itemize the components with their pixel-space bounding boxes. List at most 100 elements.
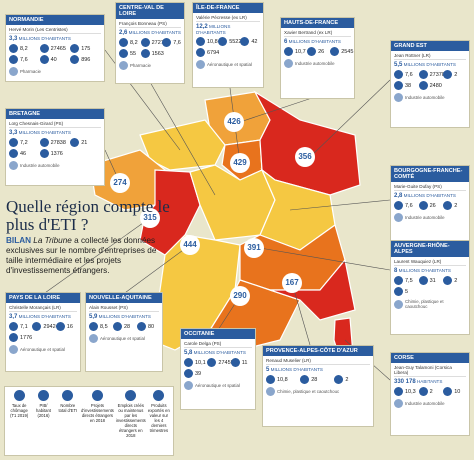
stat-value: 8,2 xyxy=(130,39,138,46)
population-unit: HABITANTS xyxy=(416,379,443,384)
stat-icon xyxy=(240,37,250,46)
population-unit: MILLIONS D'HABITANTS xyxy=(18,314,71,319)
stat-icon xyxy=(330,47,340,56)
population: 3,3 MILLIONS D'HABITANTS xyxy=(9,36,101,42)
population-unit: MILLIONS D'HABITANTS xyxy=(98,314,151,319)
region-name: Normandie xyxy=(6,15,104,25)
stat-icon xyxy=(394,287,403,296)
stat-value: 2 xyxy=(454,202,458,209)
stat-icon xyxy=(89,322,98,331)
stat-icon xyxy=(334,375,344,384)
stat: 39 xyxy=(184,369,204,378)
stat: 46 xyxy=(9,149,37,158)
stat: 27459 xyxy=(207,358,234,367)
stat-value: 7,1 xyxy=(20,323,28,330)
stat: 27838 xyxy=(39,138,68,147)
stat: 1376 xyxy=(39,149,68,158)
title: Quelle région compte le plus d'ETI ? xyxy=(6,197,170,234)
legend-icon xyxy=(13,390,25,401)
stat-value: 31 xyxy=(429,277,436,284)
region-card: Pays de la Loire Christelle Morançais (LR… xyxy=(5,292,81,372)
region-name: Centre-Val de Loire xyxy=(116,3,184,19)
stat-icon xyxy=(70,138,80,147)
sector-text: Industrie automobile xyxy=(295,61,335,66)
eti-count: 290 xyxy=(233,291,247,300)
sector-note: Industrie automobile xyxy=(284,59,351,68)
intro-text: a collecté les données exclusives sur le… xyxy=(6,236,157,275)
stat: 10 xyxy=(443,387,465,396)
stat-icon xyxy=(184,358,193,367)
population-value: 12,2 xyxy=(196,24,208,30)
region-name: Provence-Alpes-Côte d'Azur xyxy=(263,346,373,356)
stat-value: 2480 xyxy=(429,82,442,89)
stat: 28 xyxy=(300,375,331,384)
president: Jean Rottner (LR) xyxy=(394,53,466,60)
stat: 21 xyxy=(70,138,98,147)
population-value: 3,7 xyxy=(9,314,18,320)
region-card: Île-de-France Valérie Pécresse (ex LR) 12,… xyxy=(192,2,264,88)
stat-icon xyxy=(418,201,428,210)
stat: 7,6 xyxy=(394,70,416,79)
population: 5 MILLIONS D'HABITANTS xyxy=(266,367,370,373)
sector-text: Aéronautique et spatial xyxy=(195,383,240,388)
stat: 7,6 xyxy=(394,201,416,210)
stat-value: 2 xyxy=(454,277,458,284)
stat-icon xyxy=(443,70,453,79)
stat-value: 8,2 xyxy=(20,45,28,52)
sector-icon xyxy=(9,161,18,170)
stat-value: 10,8 xyxy=(277,376,288,383)
president: François Bonneau (PS) xyxy=(119,21,181,28)
connector xyxy=(149,81,216,196)
stat-icon xyxy=(266,375,275,384)
stat-value: 7,5 xyxy=(405,277,413,284)
stat: 28 xyxy=(113,322,134,331)
stat: 8,5 xyxy=(89,322,110,331)
sector-text: Aéronautique et spatial xyxy=(207,62,252,67)
stat-icon xyxy=(196,48,205,57)
population: 330 178 HABITANTS xyxy=(394,379,466,385)
sector-icon xyxy=(119,61,128,70)
stat: 2 xyxy=(443,201,465,210)
region-name: Nouvelle-Aquitaine xyxy=(86,293,162,303)
stat-icon xyxy=(418,81,428,90)
stat-value: 10,8 xyxy=(207,38,218,45)
stat: 11 xyxy=(230,358,251,367)
connector xyxy=(309,79,391,158)
region-name: Occitanie xyxy=(181,329,255,339)
stat: 2480 xyxy=(418,81,442,90)
sector-text: Industrie automobile xyxy=(20,163,60,168)
stat-icon xyxy=(9,333,18,342)
legend-icon xyxy=(91,390,103,401)
stat-value: 55227 xyxy=(229,38,245,45)
stat-icon xyxy=(39,149,49,158)
stat: 31 xyxy=(418,276,441,285)
stat-value: 6794 xyxy=(207,49,220,56)
stat-icon xyxy=(196,37,205,46)
stat-icon xyxy=(39,138,49,147)
region-card: Nouvelle-Aquitaine Alain Rousset (PS) 5,9 … xyxy=(85,292,163,372)
stat-icon xyxy=(39,55,49,64)
stat-value: 8,5 xyxy=(100,323,108,330)
stat: 26 xyxy=(418,201,441,210)
sector-icon xyxy=(196,60,205,69)
stat-icon xyxy=(32,322,42,331)
connector xyxy=(41,217,151,296)
population: 5,8 MILLIONS D'HABITANTS xyxy=(184,350,252,356)
stat-value: 27459 xyxy=(218,359,234,366)
eti-badge xyxy=(140,208,160,228)
population: 12,2 MILLIONS D'HABITANTS xyxy=(196,24,260,35)
legend-icon xyxy=(62,390,74,401)
stats: 7,6 26 2 xyxy=(394,201,466,210)
stat: 42 xyxy=(240,37,259,46)
region-card: Grand Est Jean Rottner (LR) 5,5 MILLIONS D… xyxy=(390,40,470,128)
stat-value: 27378 xyxy=(429,71,445,78)
sector-icon xyxy=(394,299,403,309)
president: Renaud Muselier (LR) xyxy=(266,358,370,365)
population-unit: MILLIONS D'HABITANTS xyxy=(193,350,246,355)
sector-icon xyxy=(89,334,98,343)
stats: 8,2 27465 175 7,6 40 896 xyxy=(9,44,101,64)
stat-icon xyxy=(113,322,122,331)
stat-icon xyxy=(394,276,403,285)
eti-count: 429 xyxy=(233,158,247,167)
